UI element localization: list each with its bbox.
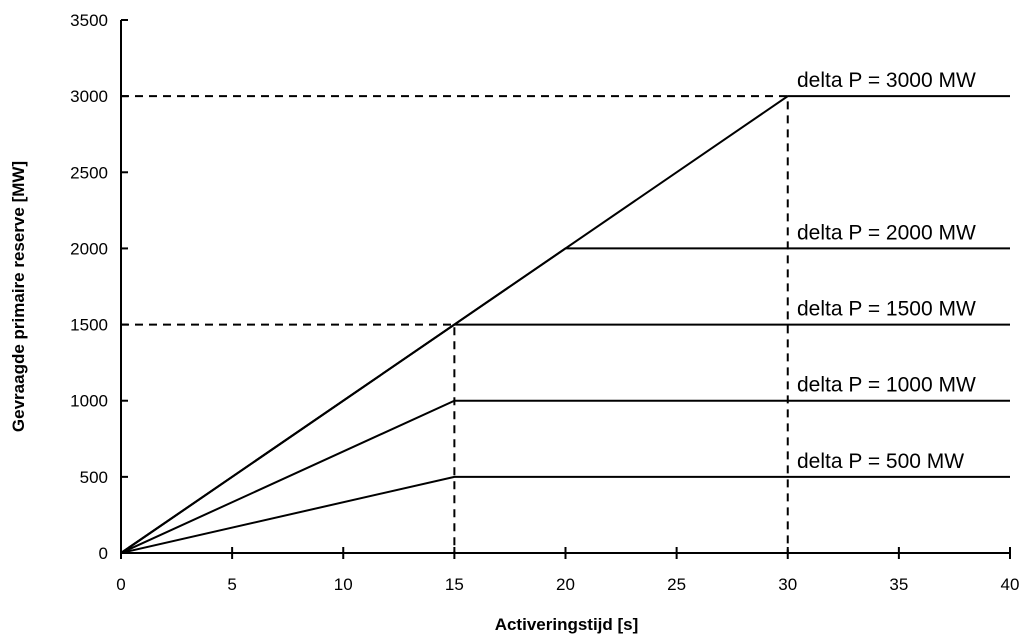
series-label: delta P = 1000 MW — [797, 374, 976, 397]
x-axis-title: Activeringstijd [s] — [495, 615, 639, 634]
x-tick-label: 0 — [116, 575, 125, 594]
x-axis-ticks: 0 5 10 15 20 25 30 35 40 — [116, 547, 1019, 594]
y-axis-title: Gevraagde primaire reserve [MW] — [9, 161, 28, 432]
y-tick-label: 3000 — [70, 87, 108, 106]
y-tick-label: 500 — [80, 468, 108, 487]
series-line — [120, 399, 1010, 554]
x-tick-label: 20 — [556, 575, 575, 594]
y-tick-label: 3500 — [70, 11, 108, 30]
x-tick-label: 15 — [445, 575, 464, 594]
y-tick-label: 0 — [99, 544, 108, 563]
y-tick-label: 2500 — [70, 163, 108, 182]
y-axis-ticks: 0 500 1000 1500 2000 2500 3000 3500 — [70, 11, 128, 563]
x-tick-label: 25 — [667, 575, 686, 594]
x-tick-label: 40 — [1001, 575, 1020, 594]
series-line — [120, 95, 1010, 554]
y-tick-label: 1000 — [70, 392, 108, 411]
series-labels: delta P = 500 MW delta P = 1000 MW delta P… — [797, 69, 976, 473]
series-label: delta P = 3000 MW — [797, 69, 976, 92]
x-tick-label: 5 — [227, 575, 236, 594]
series-label: delta P = 2000 MW — [797, 221, 976, 244]
series-label: delta P = 1500 MW — [797, 298, 976, 321]
series-line — [120, 323, 1010, 554]
series-lines — [120, 95, 1010, 554]
x-tick-label: 35 — [889, 575, 908, 594]
series-line — [120, 475, 1010, 554]
series-label: delta P = 500 MW — [797, 450, 964, 473]
y-tick-label: 2000 — [70, 239, 108, 258]
x-tick-label: 10 — [334, 575, 353, 594]
y-tick-label: 1500 — [70, 316, 108, 335]
x-tick-label: 30 — [778, 575, 797, 594]
